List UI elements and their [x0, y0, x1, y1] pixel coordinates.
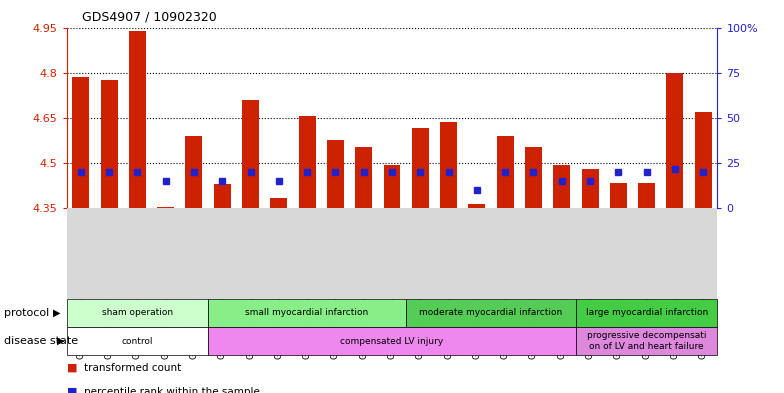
Bar: [468, 204, 485, 208]
Text: compensated LV injury: compensated LV injury: [340, 337, 444, 345]
Bar: [214, 184, 230, 208]
Bar: [525, 147, 542, 208]
Text: moderate myocardial infarction: moderate myocardial infarction: [419, 309, 563, 317]
Text: percentile rank within the sample: percentile rank within the sample: [84, 387, 260, 393]
Text: GDS4907 / 10902320: GDS4907 / 10902320: [82, 11, 217, 24]
Bar: [695, 112, 712, 208]
Text: ■: ■: [67, 387, 77, 393]
Bar: [129, 31, 146, 208]
Bar: [327, 140, 344, 208]
Bar: [497, 136, 514, 208]
Text: progressive decompensati
on of LV and heart failure: progressive decompensati on of LV and he…: [587, 331, 706, 351]
Bar: [208, 327, 576, 355]
Bar: [100, 80, 118, 208]
Bar: [383, 165, 401, 208]
Text: protocol: protocol: [4, 308, 49, 318]
Bar: [270, 198, 287, 208]
Bar: [208, 299, 406, 327]
Bar: [67, 327, 208, 355]
Bar: [67, 299, 208, 327]
Bar: [242, 100, 259, 208]
Bar: [576, 327, 717, 355]
Text: sham operation: sham operation: [102, 309, 173, 317]
Bar: [554, 165, 570, 208]
Bar: [412, 129, 429, 208]
Bar: [406, 299, 576, 327]
Text: small myocardial infarction: small myocardial infarction: [245, 309, 368, 317]
Bar: [666, 73, 684, 208]
Text: control: control: [122, 337, 153, 345]
Bar: [576, 299, 717, 327]
Text: ▶: ▶: [57, 336, 65, 346]
Text: ■: ■: [67, 363, 77, 373]
Bar: [157, 207, 174, 208]
Bar: [186, 136, 202, 208]
Text: disease state: disease state: [4, 336, 78, 346]
Text: ▶: ▶: [53, 308, 61, 318]
Bar: [610, 183, 627, 208]
Bar: [638, 183, 655, 208]
Bar: [440, 122, 457, 208]
Bar: [72, 77, 89, 208]
Text: large myocardial infarction: large myocardial infarction: [586, 309, 708, 317]
Bar: [355, 147, 372, 208]
Bar: [299, 116, 316, 208]
Text: transformed count: transformed count: [84, 363, 181, 373]
Bar: [582, 169, 598, 208]
